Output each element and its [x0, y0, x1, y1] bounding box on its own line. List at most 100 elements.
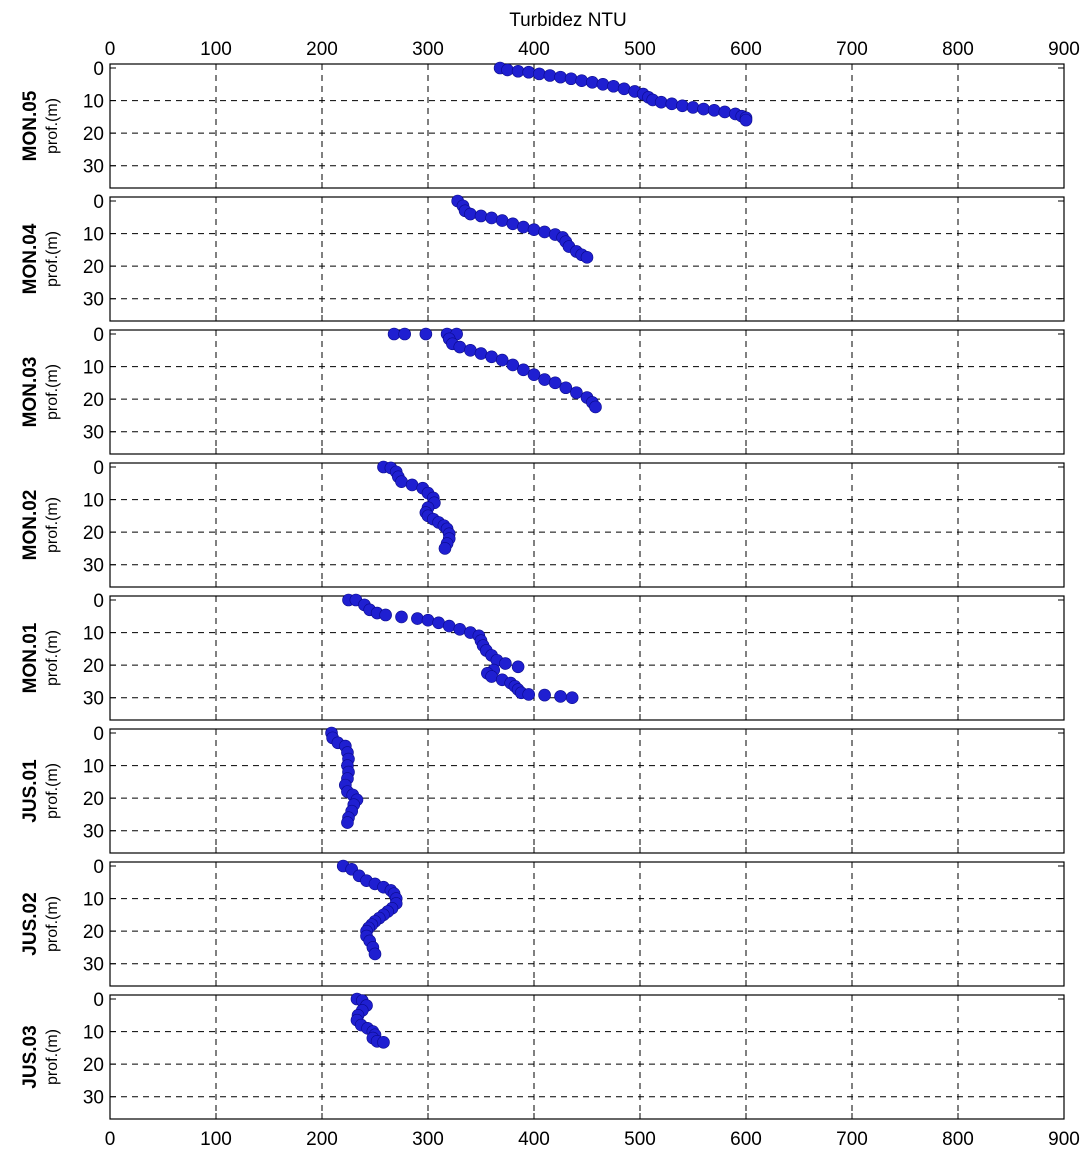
data-point: [538, 373, 551, 386]
data-point: [377, 1036, 390, 1049]
station-label: MON.05: [20, 90, 41, 161]
panel-frame: [109, 462, 1065, 588]
data-point: [538, 688, 551, 702]
y-tick-label: 0: [93, 325, 104, 346]
y-tick-label: 0: [93, 990, 104, 1011]
data-point: [511, 660, 525, 674]
y-tick-label: 20: [83, 922, 104, 943]
data-point: [554, 690, 567, 703]
data-point: [419, 327, 433, 341]
x-tick-label-top: 300: [412, 39, 444, 60]
y-tick-label: 0: [93, 458, 104, 479]
data-point: [585, 76, 599, 89]
data-point: [405, 478, 419, 492]
y-tick-label: 20: [83, 124, 104, 145]
x-tick-label-top: 900: [1048, 39, 1080, 60]
tick-labels: 0 10 20 30 MON.05 prof.(m) 0 10 20 30 MON.04 prof.(…: [20, 39, 1080, 1150]
data-point: [607, 79, 620, 93]
y-tick-label: 20: [83, 257, 104, 278]
y-tick-label: 20: [83, 523, 104, 544]
data-point: [570, 386, 583, 399]
y-tick-label: 30: [83, 290, 104, 311]
data-point: [395, 610, 408, 624]
data-point: [543, 69, 557, 82]
panel-frame: [109, 861, 1065, 987]
station-label: JUS.01: [20, 759, 41, 823]
y-tick-label: 30: [83, 1088, 104, 1109]
data-point: [453, 340, 467, 354]
data-point: [522, 688, 536, 701]
data-point: [453, 623, 467, 636]
depth-axis-label: prof.(m): [44, 763, 61, 819]
station-label: MON.01: [20, 622, 41, 693]
x-tick-label-top: 700: [836, 39, 868, 60]
data-point: [485, 350, 498, 364]
data-point: [495, 353, 509, 367]
x-tick-label-top: 800: [942, 39, 974, 60]
y-tick-label: 20: [83, 789, 104, 810]
panel-frame: [109, 329, 1065, 455]
x-tick-label-top: 600: [730, 39, 762, 60]
data-point: [506, 358, 520, 372]
station-label: MON.04: [20, 223, 41, 294]
panel-frame: [109, 994, 1065, 1120]
y-tick-label: 10: [83, 92, 104, 113]
data-point: [559, 381, 573, 395]
x-tick-label-top: 0: [105, 39, 116, 60]
data-point: [499, 657, 512, 670]
data-point: [501, 63, 514, 77]
y-tick-label: 20: [83, 1055, 104, 1076]
station-label: MON.03: [20, 357, 41, 428]
data-point: [517, 363, 530, 377]
data-point: [432, 616, 445, 630]
y-tick-label: 20: [83, 390, 104, 411]
data-point: [697, 102, 710, 116]
x-tick-label-bottom: 900: [1048, 1129, 1080, 1150]
data-point: [398, 327, 411, 341]
data-point: [464, 207, 477, 221]
data-point: [707, 104, 721, 117]
panel-frame: [109, 63, 1065, 189]
panel-frames: [109, 63, 1065, 1120]
grid-layer: [110, 64, 1064, 1119]
y-tick-label: 10: [83, 757, 104, 778]
data-points: [325, 61, 753, 1049]
data-point: [379, 608, 392, 622]
data-point: [565, 691, 579, 705]
data-point: [686, 101, 700, 114]
data-point: [676, 99, 689, 113]
y-tick-label: 10: [83, 1023, 104, 1044]
data-point: [617, 82, 631, 96]
y-tick-label: 10: [83, 358, 104, 379]
x-tick-label-bottom: 800: [942, 1129, 974, 1150]
station-label: MON.02: [20, 490, 41, 561]
y-tick-label: 30: [83, 157, 104, 178]
panel-frame: [109, 728, 1065, 854]
data-point: [485, 211, 498, 225]
x-tick-label-bottom: 700: [836, 1129, 868, 1150]
y-tick-label: 30: [83, 955, 104, 976]
x-tick-label-bottom: 100: [200, 1129, 232, 1150]
y-tick-label: 0: [93, 857, 104, 878]
y-tick-label: 10: [83, 225, 104, 246]
station-label: JUS.02: [20, 892, 41, 955]
x-tick-label-top: 100: [200, 39, 232, 60]
data-point: [474, 209, 488, 223]
data-point: [511, 64, 525, 78]
data-point: [580, 251, 594, 264]
depth-axis-label: prof.(m): [44, 364, 61, 420]
data-point: [438, 542, 452, 555]
depth-axis-label: prof.(m): [44, 1029, 61, 1085]
data-point: [564, 72, 578, 86]
data-point: [395, 475, 408, 488]
x-tick-label-top: 500: [624, 39, 656, 60]
x-tick-label-bottom: 300: [412, 1129, 444, 1150]
x-tick-label-bottom: 600: [730, 1129, 762, 1150]
data-point: [665, 97, 679, 111]
data-point: [442, 619, 456, 633]
data-point: [464, 343, 477, 357]
data-point: [538, 225, 551, 239]
y-tick-label: 30: [83, 689, 104, 710]
data-point: [527, 223, 541, 236]
